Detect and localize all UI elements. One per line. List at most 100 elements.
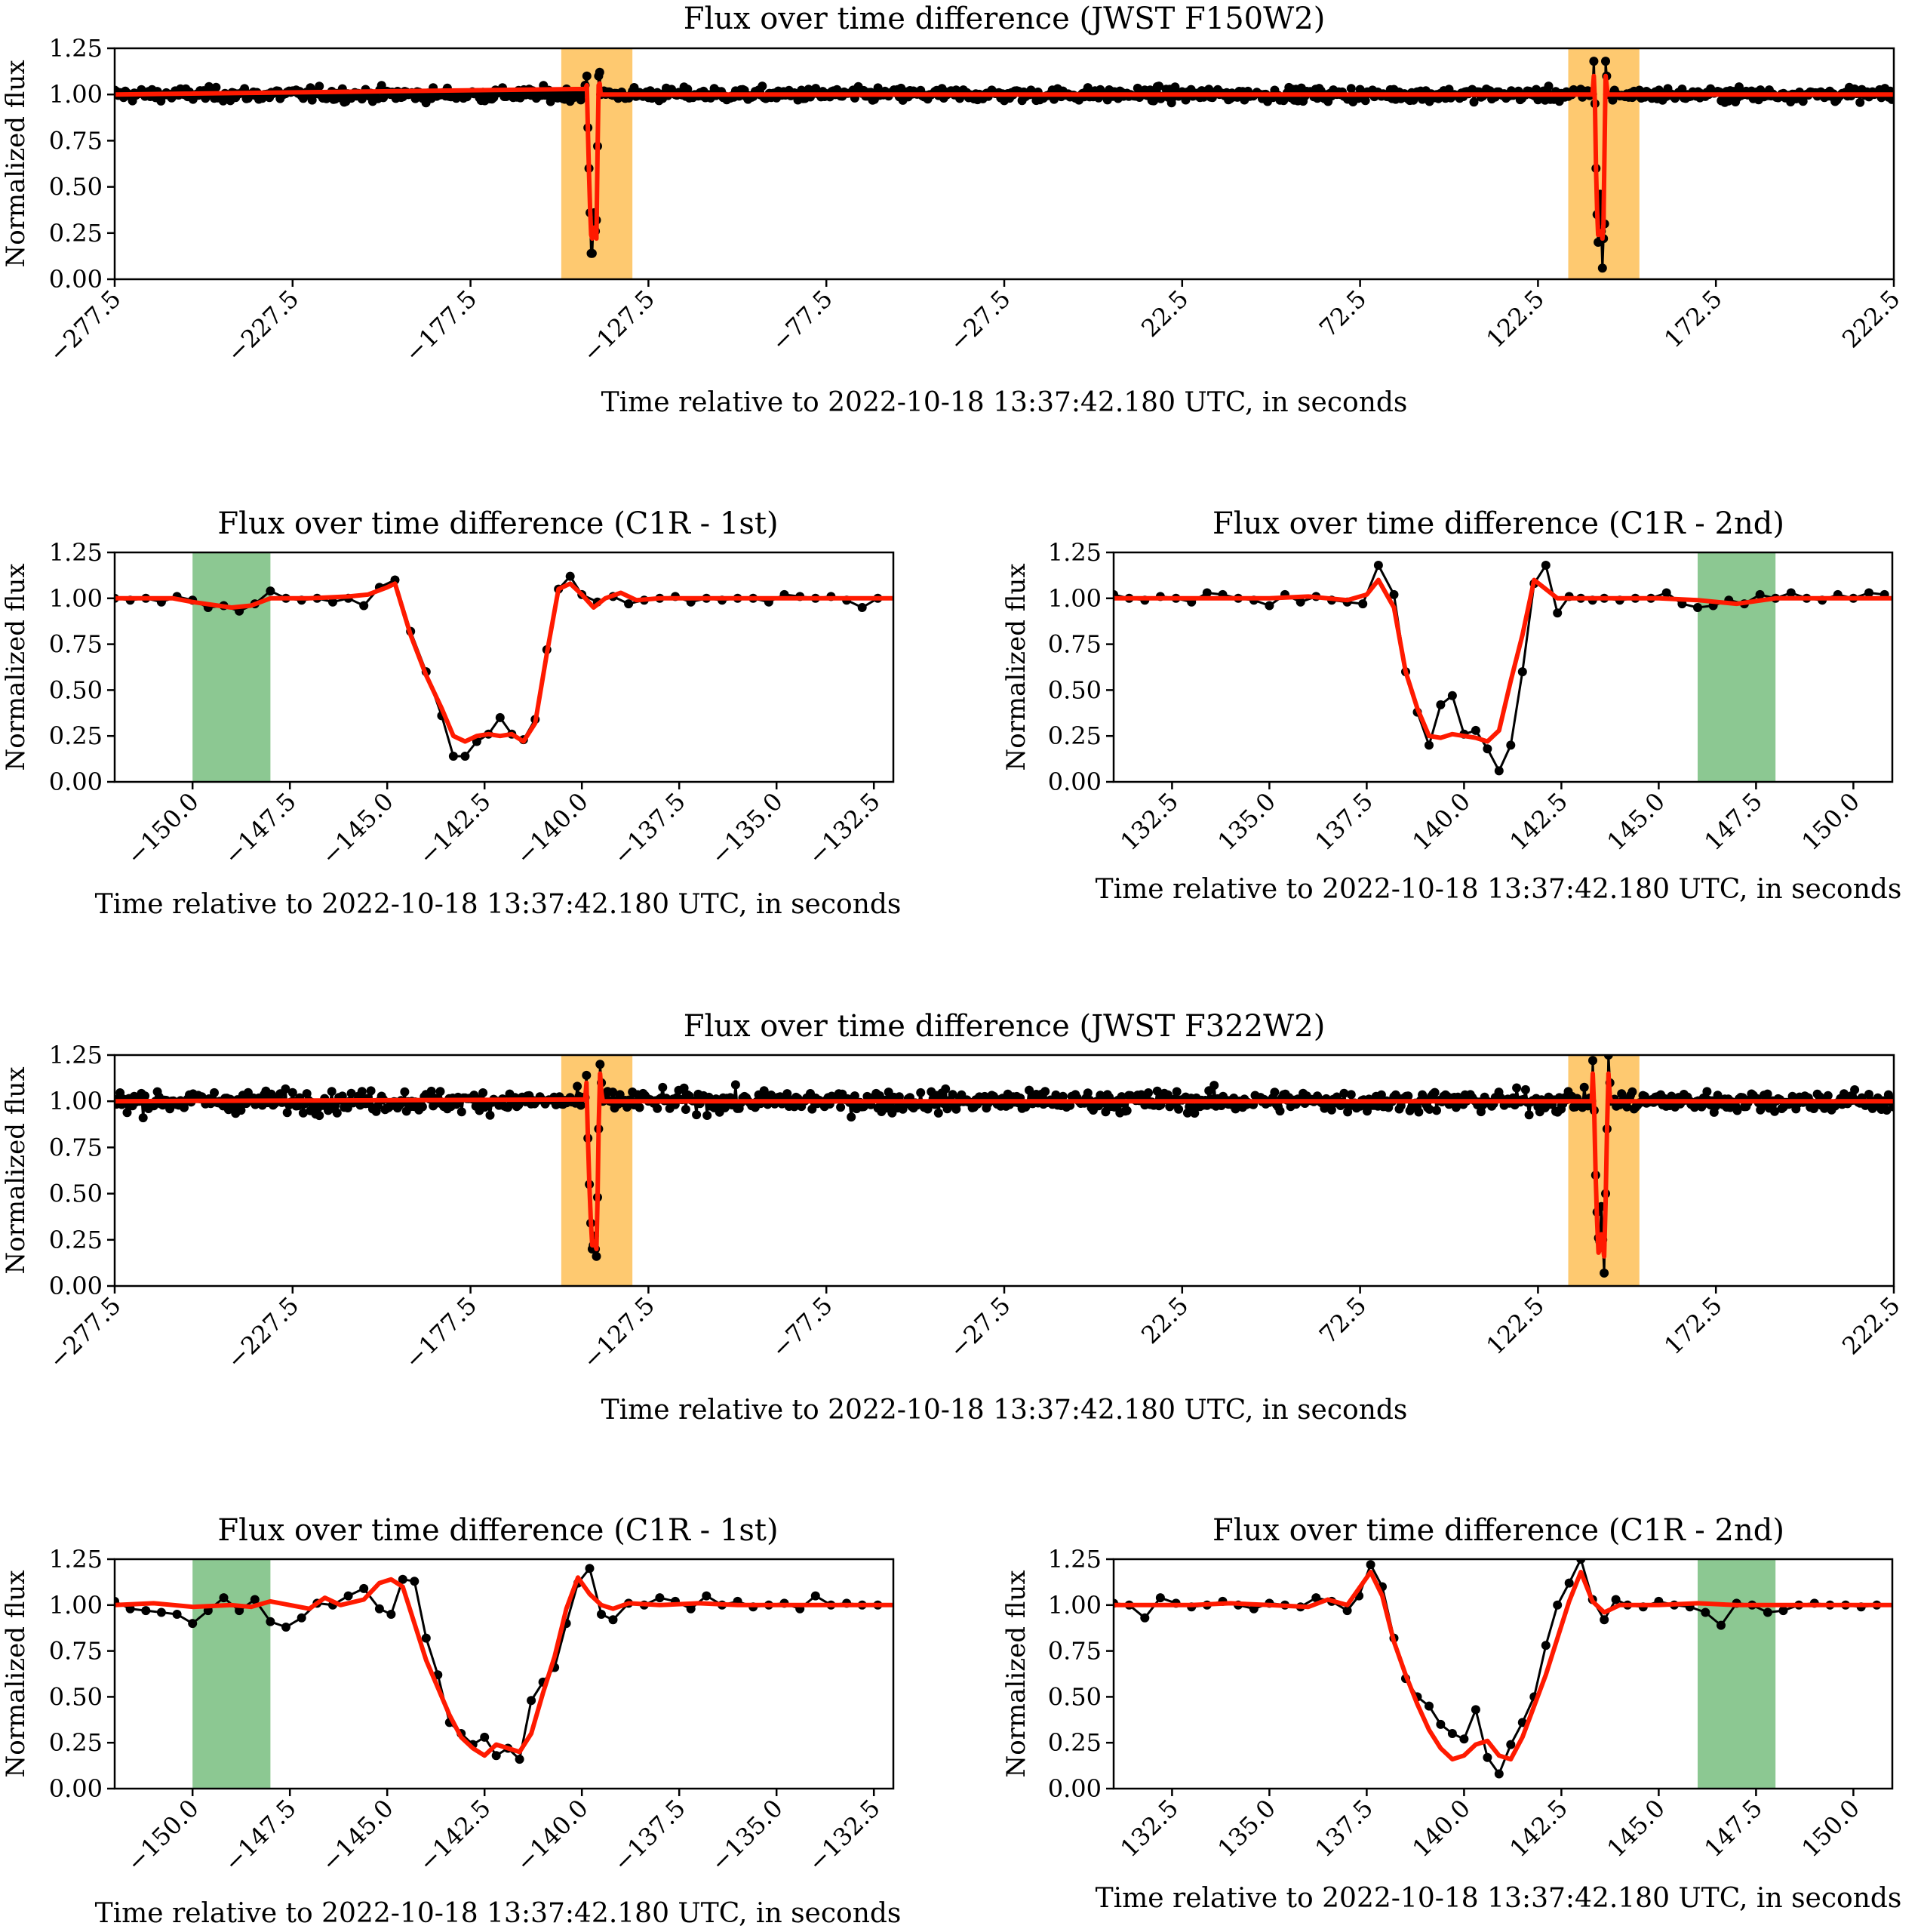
data-point	[1403, 1091, 1413, 1101]
data-point	[1600, 1268, 1609, 1278]
data-point	[1311, 1593, 1321, 1603]
data-point	[585, 1564, 595, 1574]
data-point	[1553, 608, 1563, 618]
data-point	[916, 1088, 926, 1097]
y-tick-label: 0.00	[49, 768, 103, 796]
data-point	[156, 1607, 166, 1617]
data-point	[1373, 561, 1383, 570]
data-point	[635, 1103, 644, 1112]
y-tick-label: 0.00	[1048, 768, 1102, 796]
y-tick-label: 1.00	[1048, 584, 1102, 613]
data-point	[1622, 1102, 1632, 1112]
data-point	[595, 67, 604, 77]
data-point	[1755, 589, 1765, 599]
y-axis-label: Normalized flux	[1, 60, 31, 267]
data-point	[1541, 561, 1551, 570]
data-point	[332, 1108, 342, 1118]
data-point	[730, 1080, 740, 1090]
data-point	[1763, 1607, 1772, 1617]
data-point	[1864, 588, 1873, 598]
x-axis-label: Time relative to 2022-10-18 13:37:42.180…	[1096, 1883, 1902, 1914]
data-point	[1855, 97, 1865, 107]
data-point	[448, 752, 458, 761]
y-tick-label: 0.25	[49, 721, 103, 750]
data-point	[1358, 599, 1368, 609]
data-point	[1326, 1105, 1336, 1115]
data-point	[1506, 1740, 1516, 1749]
y-tick-label: 0.75	[49, 630, 103, 659]
y-tick-label: 1.00	[49, 1591, 103, 1620]
data-point	[400, 1087, 410, 1097]
y-tick-label: 1.25	[49, 34, 103, 63]
data-point	[1083, 83, 1093, 93]
y-tick-label: 0.00	[49, 265, 103, 294]
data-point	[1425, 1701, 1434, 1711]
y-tick-label: 0.75	[49, 1637, 103, 1666]
data-point	[582, 1070, 592, 1080]
panel-title: Flux over time difference (C1R - 2nd)	[1212, 506, 1784, 541]
data-point	[1209, 1081, 1219, 1091]
data-point	[1763, 1089, 1772, 1099]
data-point	[1459, 1734, 1469, 1744]
y-tick-label: 0.50	[49, 173, 103, 202]
data-point	[1544, 82, 1554, 91]
data-point	[328, 597, 337, 607]
y-tick-label: 1.25	[1048, 538, 1102, 567]
model-line	[115, 1575, 893, 1758]
data-point	[250, 1595, 260, 1604]
y-tick-label: 1.00	[49, 584, 103, 613]
plot-area	[115, 1559, 893, 1789]
y-tick-label: 1.25	[49, 538, 103, 567]
data-point	[297, 1613, 306, 1623]
baseline-band	[192, 552, 271, 782]
y-tick-label: 0.50	[1048, 1682, 1102, 1711]
data-point	[1483, 744, 1492, 754]
data-point	[1520, 1084, 1530, 1094]
data-point	[759, 1086, 769, 1096]
data-point	[608, 1088, 618, 1097]
data-point	[410, 1577, 420, 1586]
y-tick-label: 1.00	[49, 80, 103, 109]
y-tick-label: 1.25	[49, 1041, 103, 1069]
data-point	[692, 1110, 702, 1120]
data-point	[1524, 1110, 1534, 1120]
model-line	[1114, 577, 1892, 744]
data-point	[1494, 766, 1504, 776]
y-tick-label: 0.75	[49, 1133, 103, 1161]
baseline-band	[1698, 552, 1776, 782]
axes-frame	[1112, 1558, 1894, 1790]
data-point	[1265, 601, 1274, 611]
data-point	[1346, 84, 1356, 94]
data-point	[1140, 1613, 1150, 1623]
data-point	[1601, 57, 1610, 66]
data-point	[298, 1108, 308, 1118]
data-point	[495, 712, 505, 722]
data-point	[857, 603, 867, 612]
data-point	[1425, 1104, 1434, 1114]
baseline-band	[192, 1559, 271, 1789]
data-point	[1483, 1752, 1492, 1762]
data-point	[1275, 1106, 1285, 1116]
data-point	[608, 1615, 618, 1625]
model-line	[1114, 1570, 1892, 1762]
data-point	[1471, 1705, 1480, 1715]
data-point	[1414, 1107, 1424, 1117]
data-point	[421, 1633, 431, 1643]
y-tick-label: 0.00	[49, 1272, 103, 1300]
plot-area	[1114, 552, 1892, 782]
axes-frame	[1112, 551, 1894, 783]
data-point	[1083, 1088, 1093, 1098]
data-point	[681, 1105, 690, 1114]
data-point	[1823, 1091, 1833, 1100]
data-point	[1882, 1106, 1892, 1115]
data-point	[1122, 1106, 1132, 1115]
y-tick-label: 0.25	[49, 219, 103, 248]
y-tick-label: 0.25	[1048, 721, 1102, 750]
y-axis-label: Normalized flux	[1, 1570, 31, 1777]
data-point	[377, 81, 386, 91]
data-point	[1494, 1769, 1504, 1779]
plot-area	[115, 552, 893, 782]
x-axis-label: Time relative to 2022-10-18 13:37:42.180…	[1096, 874, 1902, 905]
data-point	[1576, 1559, 1586, 1564]
